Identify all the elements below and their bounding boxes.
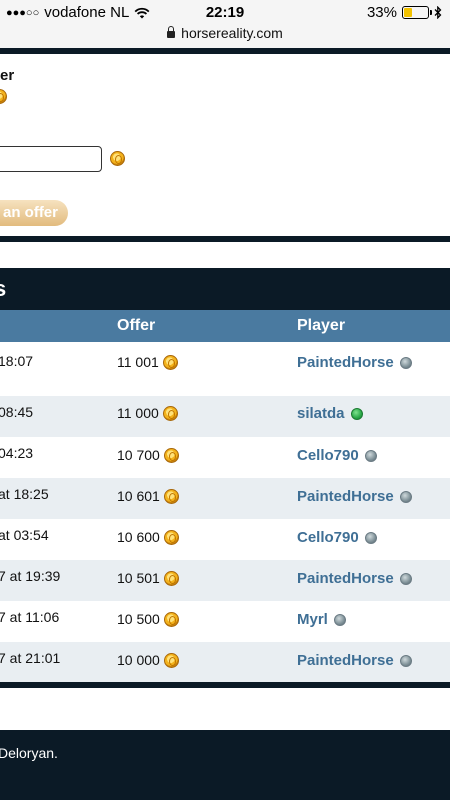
signal-strength-icon: ●●●○○ bbox=[6, 6, 40, 19]
player-name[interactable]: silatda bbox=[297, 405, 345, 422]
bluetooth-icon bbox=[434, 6, 442, 19]
offer-amount: 10 601 bbox=[117, 488, 179, 504]
battery-info: 33% bbox=[367, 4, 442, 21]
coin-icon bbox=[0, 89, 7, 104]
player-link[interactable]: PaintedHorse bbox=[297, 488, 412, 505]
footer: Deloryan. bbox=[0, 730, 450, 800]
player-link[interactable]: Cello790 bbox=[297, 447, 377, 464]
offer-date: 7 at 11:06 bbox=[0, 609, 60, 625]
player-link[interactable]: PaintedHorse bbox=[297, 354, 412, 371]
offer-value: 11 000 bbox=[117, 405, 159, 421]
offer-date: 08:45 bbox=[0, 404, 34, 420]
status-bar: ●●●○○ vodafone NL 22:19 33% horsereality… bbox=[0, 0, 450, 48]
player-name[interactable]: Cello790 bbox=[297, 447, 359, 464]
url-text: horsereality.com bbox=[181, 25, 283, 41]
player-name[interactable]: Cello790 bbox=[297, 529, 359, 546]
offer-amount: 10 500 bbox=[117, 611, 179, 627]
table-row: 08:45 11 000 silatda bbox=[0, 396, 450, 437]
coin-icon bbox=[163, 611, 179, 627]
offer-value: 10 700 bbox=[117, 447, 160, 463]
column-header-player[interactable]: Player bbox=[297, 317, 346, 334]
offer-amount: 10 501 bbox=[117, 570, 179, 586]
offline-status-icon bbox=[333, 613, 346, 626]
coin-icon bbox=[163, 529, 179, 545]
table-row: 7 at 21:01 10 000 PaintedHorse bbox=[0, 642, 450, 682]
column-header-offer[interactable]: Offer bbox=[117, 317, 156, 334]
offer-date: 04:23 bbox=[0, 445, 34, 461]
address-bar[interactable]: horsereality.com bbox=[0, 25, 450, 41]
offer-date: 7 at 19:39 bbox=[0, 568, 61, 584]
coin-icon bbox=[162, 405, 178, 421]
offer-date: at 03:54 bbox=[0, 527, 49, 543]
offer-value: 11 001 bbox=[117, 354, 159, 370]
lock-icon bbox=[167, 26, 176, 38]
table-row: at 03:54 10 600 Cello790 bbox=[0, 519, 450, 560]
table-row: 18:07 11 001 PaintedHorse bbox=[0, 342, 450, 396]
offer-value: 10 601 bbox=[117, 488, 160, 504]
carrier-name: vodafone NL bbox=[44, 4, 130, 21]
table-row: 7 at 11:06 10 500 Myrl bbox=[0, 601, 450, 642]
make-offer-button[interactable]: an offer bbox=[0, 200, 68, 226]
player-name[interactable]: Myrl bbox=[297, 611, 328, 628]
offer-value: 10 501 bbox=[117, 570, 160, 586]
offers-panel-title: s bbox=[0, 276, 7, 301]
clock: 22:19 bbox=[205, 4, 245, 21]
offline-status-icon bbox=[399, 654, 412, 667]
battery-icon bbox=[402, 6, 432, 19]
offer-card-title: er bbox=[0, 67, 15, 84]
coin-icon bbox=[163, 570, 179, 586]
player-name[interactable]: PaintedHorse bbox=[297, 652, 394, 669]
carrier-info: ●●●○○ vodafone NL bbox=[6, 4, 150, 21]
coin-icon bbox=[162, 354, 178, 370]
offer-date: 18:07 bbox=[0, 353, 34, 369]
offer-amount-input[interactable] bbox=[0, 146, 102, 172]
divider bbox=[0, 236, 450, 242]
offline-status-icon bbox=[364, 449, 377, 462]
offline-status-icon bbox=[399, 490, 412, 503]
divider bbox=[0, 682, 450, 688]
offline-status-icon bbox=[364, 531, 377, 544]
offer-value: 10 500 bbox=[117, 611, 160, 627]
offer-date: at 18:25 bbox=[0, 486, 49, 502]
coin-icon bbox=[163, 447, 179, 463]
coin-icon bbox=[110, 151, 125, 166]
offer-amount: 11 001 bbox=[117, 354, 178, 370]
table-row: at 18:25 10 601 PaintedHorse bbox=[0, 478, 450, 519]
footer-text: Deloryan. bbox=[0, 745, 58, 761]
coin-icon bbox=[163, 652, 179, 668]
offers-table-header: Offer Player bbox=[0, 310, 450, 342]
player-link[interactable]: PaintedHorse bbox=[297, 570, 412, 587]
spacer bbox=[0, 242, 450, 268]
player-link[interactable]: Myrl bbox=[297, 611, 346, 628]
make-offer-card: er an offer bbox=[0, 54, 450, 236]
player-name[interactable]: PaintedHorse bbox=[297, 354, 394, 371]
offer-amount: 11 000 bbox=[117, 405, 178, 421]
offer-amount: 10 700 bbox=[117, 447, 179, 463]
offer-amount: 10 600 bbox=[117, 529, 179, 545]
online-status-icon bbox=[350, 407, 363, 420]
player-link[interactable]: silatda bbox=[297, 405, 363, 422]
offer-value: 10 600 bbox=[117, 529, 160, 545]
coin-icon bbox=[163, 488, 179, 504]
player-link[interactable]: Cello790 bbox=[297, 529, 377, 546]
offer-amount: 10 000 bbox=[117, 652, 179, 668]
battery-level bbox=[404, 8, 412, 17]
table-row: 7 at 19:39 10 501 PaintedHorse bbox=[0, 560, 450, 601]
offline-status-icon bbox=[399, 572, 412, 585]
player-name[interactable]: PaintedHorse bbox=[297, 570, 394, 587]
spacer bbox=[0, 688, 450, 730]
offer-date: 7 at 21:01 bbox=[0, 650, 61, 666]
player-link[interactable]: PaintedHorse bbox=[297, 652, 412, 669]
offer-value: 10 000 bbox=[117, 652, 160, 668]
offers-table-body: 18:07 11 001 PaintedHorse 08:45 11 000 s… bbox=[0, 342, 450, 682]
table-row: 04:23 10 700 Cello790 bbox=[0, 437, 450, 478]
wifi-icon bbox=[134, 7, 150, 18]
battery-percent: 33% bbox=[366, 4, 397, 21]
offers-panel-header: s bbox=[0, 268, 450, 310]
player-name[interactable]: PaintedHorse bbox=[297, 488, 394, 505]
offline-status-icon bbox=[399, 356, 412, 369]
